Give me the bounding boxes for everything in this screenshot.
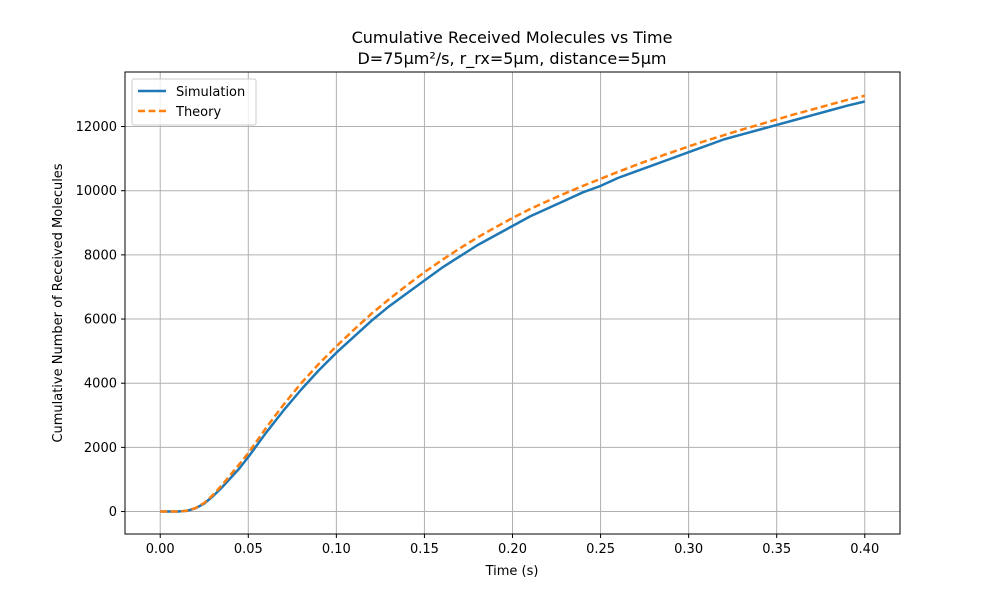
x-tick-label: 0.00	[146, 542, 175, 557]
y-axis-label: Cumulative Number of Received Molecules	[51, 163, 66, 442]
chart-subtitle: D=75μm²/s, r_rx=5μm, distance=5μm	[357, 49, 666, 69]
x-axis-label: Time (s)	[485, 564, 539, 579]
series-layer	[160, 94, 866, 513]
x-tick-label: 0.35	[762, 542, 791, 557]
y-tick-label: 4000	[84, 377, 117, 392]
y-axis-ticks: 0 2000 4000 6000 8000 10000 12000	[76, 120, 125, 520]
x-axis-ticks: 0.00 0.05 0.10 0.15 0.20 0.25 0.30 0.35 0.40	[146, 534, 879, 557]
y-tick-label: 0	[109, 505, 117, 520]
series-line-theory	[160, 94, 866, 513]
x-tick-label: 0.40	[850, 542, 879, 557]
y-tick-label: 8000	[84, 248, 117, 263]
chart-title: Cumulative Received Molecules vs Time	[352, 28, 673, 47]
x-tick-label: 0.15	[410, 542, 439, 557]
x-tick-label: 0.10	[322, 542, 351, 557]
legend-label-simulation: Simulation	[176, 85, 245, 100]
grid-lines	[125, 72, 900, 534]
y-tick-label: 2000	[84, 441, 117, 456]
x-tick-label: 0.20	[498, 542, 527, 557]
legend: Simulation Theory	[131, 78, 257, 126]
x-tick-label: 0.25	[586, 542, 615, 557]
legend-label-theory: Theory	[175, 105, 221, 120]
series-line-simulation	[160, 100, 866, 513]
y-tick-label: 12000	[76, 120, 117, 135]
x-tick-label: 0.30	[674, 542, 703, 557]
y-tick-label: 10000	[76, 184, 117, 199]
x-tick-label: 0.05	[234, 542, 263, 557]
y-tick-label: 6000	[84, 313, 117, 328]
